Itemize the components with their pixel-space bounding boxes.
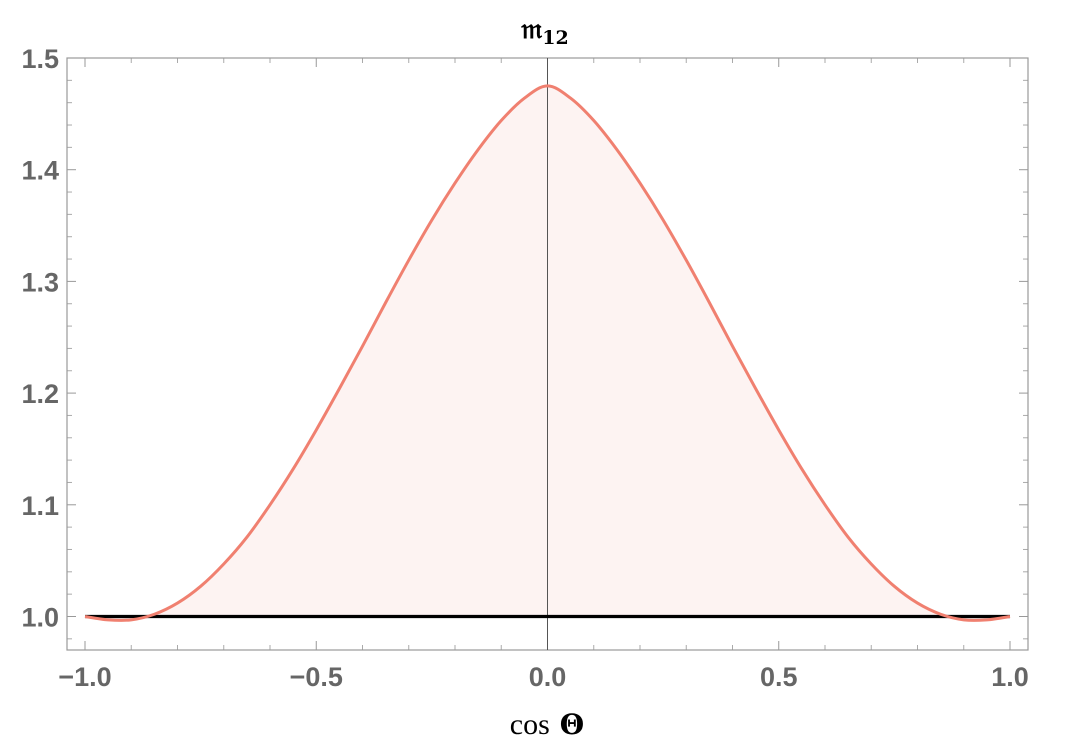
x-tick-label: −0.5 (290, 662, 343, 692)
x-tick-label: 1.0 (991, 662, 1029, 692)
chart-title-subscript: 12 (542, 27, 568, 49)
chart-title-symbol: 𝔪 (520, 12, 542, 45)
x-axis-label: cos Θ (510, 708, 584, 741)
x-tick-labels: −1.0 −0.5 0.0 0.5 1.0 (58, 662, 1028, 692)
x-tick-label: 0.0 (529, 662, 567, 692)
x-tick-label: −1.0 (58, 662, 111, 692)
x-tick-label: 0.5 (760, 662, 798, 692)
y-tick-label: 1.5 (21, 44, 59, 74)
y-tick-label: 1.4 (21, 156, 59, 186)
y-tick-labels: 1.0 1.1 1.2 1.3 1.4 1.5 (21, 44, 59, 632)
y-tick-label: 1.0 (21, 602, 59, 632)
y-tick-label: 1.3 (21, 267, 59, 297)
y-tick-label: 1.1 (21, 491, 59, 521)
series-layer (84, 84, 1011, 622)
y-tick-label: 1.2 (21, 379, 59, 409)
curve-series-line (84, 84, 1011, 622)
chart-title: 𝔪12 (520, 12, 569, 49)
x-axis-label-function: cos (510, 708, 550, 741)
x-axis-label-variable: Θ (560, 708, 584, 741)
